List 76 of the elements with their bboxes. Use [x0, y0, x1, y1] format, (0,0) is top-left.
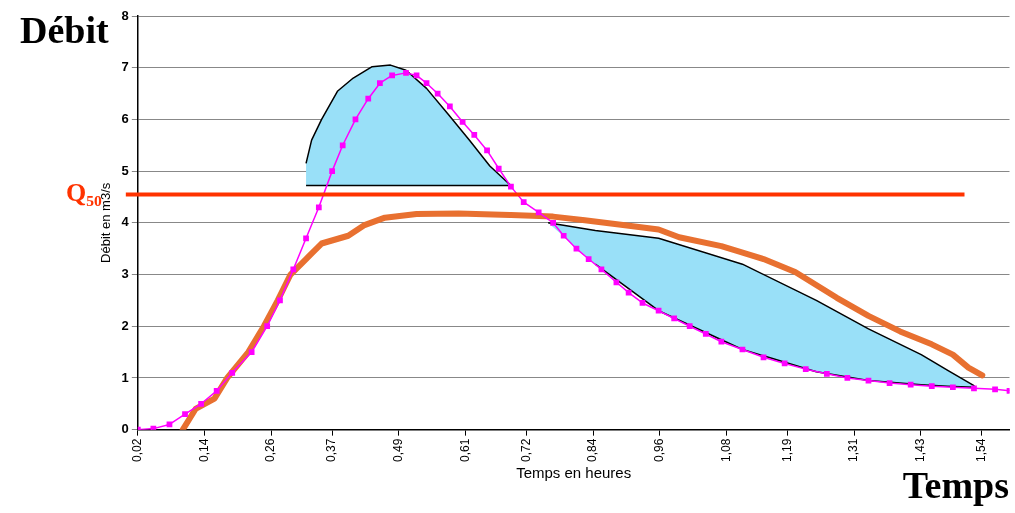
y-tick-label: 7: [121, 59, 129, 75]
point: [760, 354, 767, 361]
point: [585, 256, 592, 262]
point: [655, 307, 662, 314]
y-tick-label: 4: [121, 214, 130, 230]
point: [907, 381, 914, 388]
x-tick-label: 0,02: [130, 438, 145, 462]
point: [781, 360, 788, 367]
point: [598, 266, 605, 273]
y-tick-label: 2: [121, 317, 129, 333]
point: [471, 132, 478, 138]
point: [950, 384, 956, 391]
point: [639, 300, 646, 306]
x-tick-label: 1,08: [718, 438, 733, 462]
point: [508, 183, 514, 190]
x-axis-title: Temps en heures: [516, 464, 632, 482]
point: [495, 165, 502, 172]
y-tick-label: 0: [121, 421, 129, 437]
x-tick-label: 1,43: [912, 438, 927, 462]
point: [290, 266, 297, 273]
y-tick-label: 8: [121, 7, 129, 23]
point: [198, 400, 204, 407]
y-tick-label: 3: [121, 266, 129, 282]
point: [423, 80, 430, 87]
point: [992, 386, 998, 393]
point: [248, 349, 255, 355]
point: [886, 380, 893, 386]
x-tick-label: 0,37: [324, 438, 339, 462]
x-tick-label: 0,49: [391, 438, 406, 462]
point: [844, 375, 851, 381]
point: [389, 72, 395, 79]
point: [315, 204, 322, 211]
x-tick-label: 1,31: [846, 438, 861, 462]
x-tick-label: 0,84: [585, 438, 600, 462]
point: [303, 235, 309, 242]
point: [560, 232, 567, 239]
point: [229, 369, 236, 376]
point: [928, 383, 935, 390]
point: [702, 331, 709, 337]
point: [718, 338, 725, 345]
y-tick-label: 1: [121, 369, 129, 385]
point: [573, 245, 580, 252]
point: [339, 142, 346, 149]
point: [520, 199, 527, 206]
point: [550, 219, 556, 226]
point: [459, 119, 466, 125]
point: [213, 387, 220, 394]
x-tick-label: 0,96: [652, 438, 667, 462]
point: [613, 279, 620, 286]
point: [671, 315, 678, 322]
point: [329, 168, 336, 174]
point: [484, 147, 490, 154]
point: [625, 289, 632, 296]
y-tick-label: 5: [121, 162, 129, 178]
point: [264, 323, 271, 330]
point: [377, 80, 383, 87]
point: [535, 209, 542, 216]
x-tick-label: 0,26: [263, 438, 278, 462]
point: [971, 385, 977, 392]
x-tick-label: 0,61: [457, 438, 472, 462]
point: [686, 323, 693, 330]
point: [277, 297, 283, 304]
point: [823, 370, 830, 377]
x-tick-label: 1,54: [974, 438, 989, 462]
point: [802, 366, 809, 373]
x-tick-label: 0,14: [196, 438, 211, 462]
text: Temps: [902, 463, 1009, 507]
y-tick-label: 6: [121, 110, 129, 126]
x-tick-label: 0,72: [518, 438, 533, 462]
point: [403, 70, 409, 76]
point: [446, 103, 453, 110]
x-tick-label: 1,19: [779, 438, 794, 462]
point: [182, 411, 188, 417]
point: [365, 95, 372, 102]
text: Débit: [20, 8, 109, 52]
point: [434, 90, 441, 97]
